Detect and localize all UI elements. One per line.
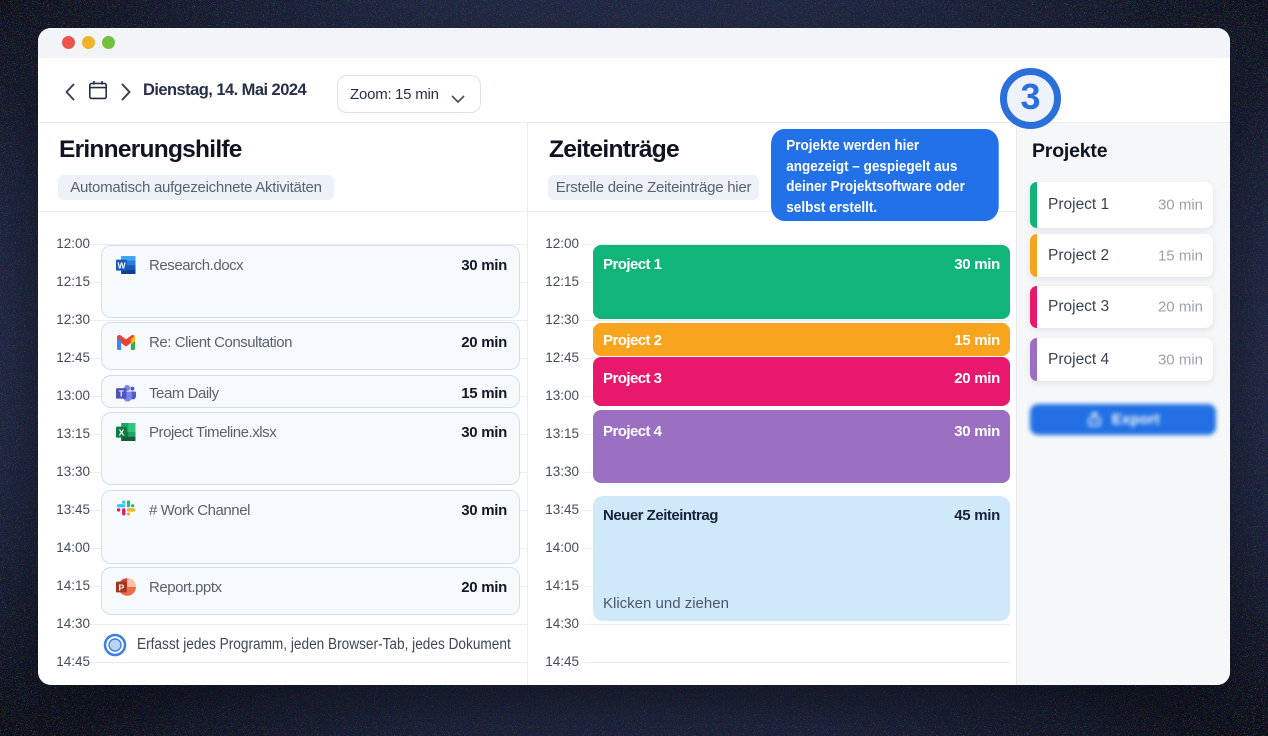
svg-text:P: P [119, 582, 125, 592]
svg-text:T: T [119, 389, 124, 398]
svg-text:W: W [117, 260, 126, 270]
svg-text:X: X [119, 427, 125, 437]
